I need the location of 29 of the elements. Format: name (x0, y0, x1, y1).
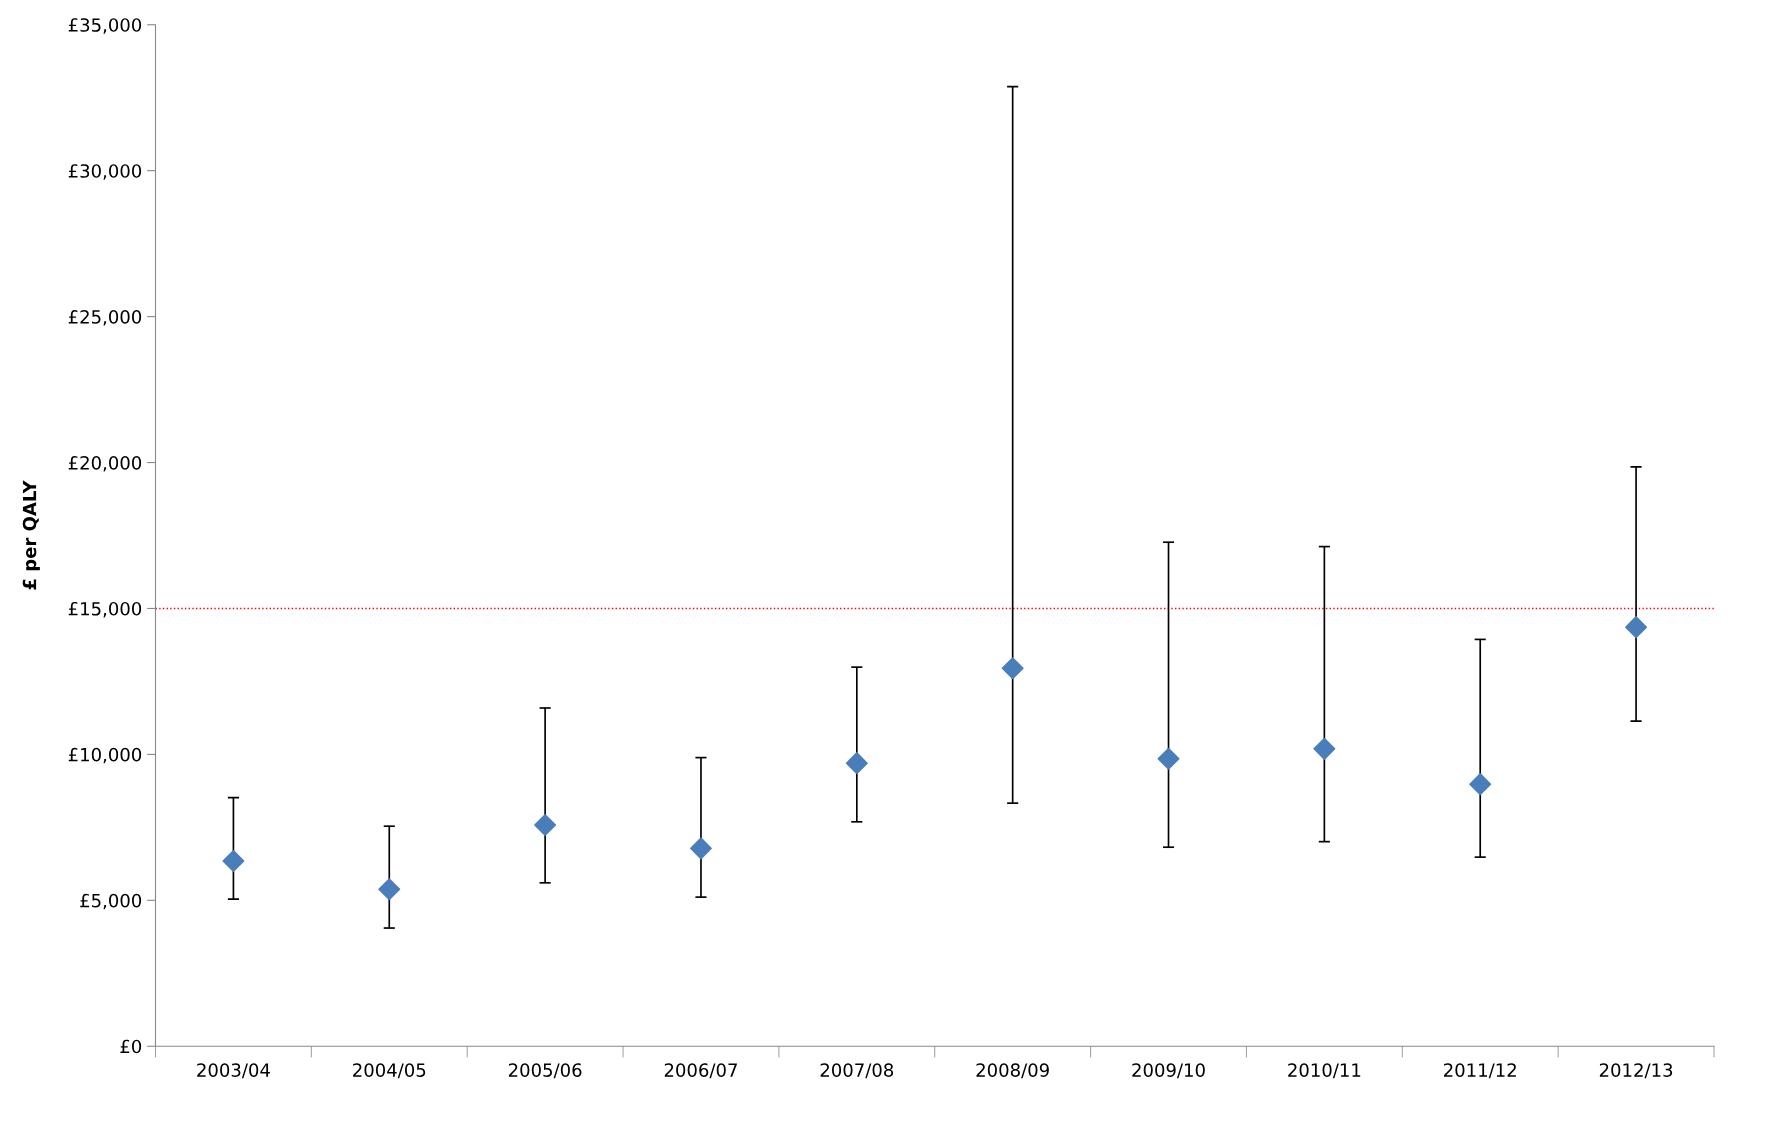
x-tick-label: 2009/10 (1132, 1063, 1205, 1079)
x-tick-label: 2010/11 (1288, 1063, 1361, 1079)
point (534, 814, 557, 837)
y-axis-title: £ per QALY (22, 480, 40, 590)
point (1469, 773, 1492, 796)
y-tick-label: £20,000 (68, 455, 142, 472)
point (1313, 737, 1336, 760)
point (689, 837, 712, 860)
x-tick-label: 2011/12 (1444, 1063, 1516, 1079)
x-tick-label: 2006/07 (664, 1063, 737, 1079)
y-tick-label: £30,000 (68, 164, 142, 180)
y-tick-label: £15,000 (68, 601, 142, 618)
y-tick-label: £10,000 (68, 747, 142, 764)
point (222, 849, 245, 872)
y-tick-label: £25,000 (68, 310, 142, 326)
point (1157, 747, 1180, 770)
point (845, 752, 868, 775)
x-tick-label: 2007/08 (820, 1063, 894, 1079)
x-tick-label: 2003/04 (197, 1063, 270, 1079)
point (1625, 616, 1648, 639)
x-tick-label: 2005/06 (508, 1063, 582, 1079)
x-tick-label: 2004/05 (353, 1063, 426, 1079)
y-tick-label: £35,000 (68, 18, 142, 34)
x-tick-label: 2012/13 (1599, 1063, 1673, 1079)
y-tick-label: £5,000 (80, 893, 142, 910)
point (1001, 657, 1024, 680)
x-tick-label: 2008/09 (976, 1063, 1049, 1079)
point (378, 878, 401, 901)
y-tick-label: £0 (120, 1039, 142, 1054)
